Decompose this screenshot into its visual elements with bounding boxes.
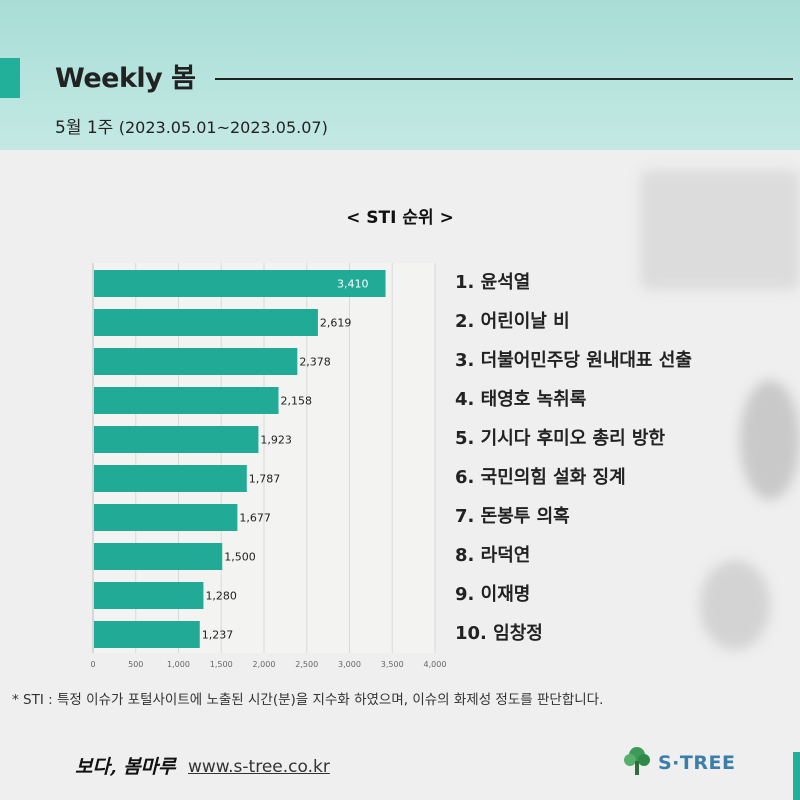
ranking-item: 5. 기시다 후미오 총리 방한 [455,428,666,449]
ranking-item: 2. 어린이날 비 [455,311,570,332]
footnote: * STI : 특정 이슈가 포털사이트에 노출된 시간(분)을 지수화 하였으… [12,692,604,708]
x-tick-label: 1,500 [210,660,233,669]
bar-value-label: 1,923 [260,434,292,447]
background-blur [740,380,800,500]
bar-6 [94,465,247,492]
ranking-item: 9. 이재명 [455,584,531,605]
logo-text: S·TREE [658,752,736,774]
ranking-item: 1. 윤석열 [455,272,531,293]
brand-signature: 보다, 봄마루 [75,756,176,778]
bar-9 [94,582,204,609]
website-link[interactable]: www.s-tree.co.kr [188,757,330,777]
accent-bar [0,58,20,98]
bar-5 [94,426,259,453]
ranking-item: 4. 태영호 녹취록 [455,389,587,410]
x-tick-label: 2,000 [253,660,276,669]
tree-icon [622,745,652,781]
date-range: (2023.05.01~2023.05.07) [118,118,328,137]
bar-value-label: 1,500 [224,551,256,564]
bar-value-label: 2,158 [281,395,313,408]
x-tick-label: 3,000 [338,660,361,669]
x-tick-label: 500 [128,660,143,669]
ranking-item: 7. 돈봉투 의혹 [455,506,570,527]
ranking-item: 8. 라덕연 [455,545,531,566]
week-number: 5월 1주 [55,118,114,138]
x-tick-label: 4,000 [424,660,447,669]
chart-title: < STI 순위 > [346,208,454,228]
x-tick-label: 0 [90,660,95,669]
x-tick-label: 1,000 [167,660,190,669]
bar-10 [94,621,200,648]
bar-2 [94,309,318,336]
stree-logo: S·TREE [622,745,735,781]
ranking-item: 3. 더불어민주당 원내대표 선출 [455,350,692,371]
bar-value-label: 1,787 [249,473,281,486]
bar-value-label: 2,378 [299,356,331,369]
title-rule [215,78,793,80]
bar-7 [94,504,238,531]
bar-4 [94,387,279,414]
bar-value-label: 1,677 [239,512,270,525]
background-blur [640,170,800,290]
x-tick-label: 3,500 [381,660,404,669]
x-tick-label: 2,500 [295,660,318,669]
header-band [0,0,800,150]
bar-value-label: 1,280 [205,590,237,603]
bar-3 [94,348,298,375]
corner-accent [793,752,800,800]
week-label: 5월 1주 (2023.05.01~2023.05.07) [55,113,328,138]
sti-bar-chart: 0 500 1,000 1,500 2,000 2,500 3,000 3,500 4,000 3… [90,263,447,669]
page-title: Weekly 봄 [55,63,196,94]
background-blur [700,560,770,650]
bar-1 [94,270,386,297]
ranking-item: 6. 국민의힘 설화 징계 [455,467,626,488]
ranking-item: 10. 임창정 [455,623,543,644]
bar-value-label: 2,619 [320,317,352,330]
bar-value-label: 3,410 [337,278,369,291]
bar-8 [94,543,223,570]
bar-value-label: 1,237 [202,629,234,642]
